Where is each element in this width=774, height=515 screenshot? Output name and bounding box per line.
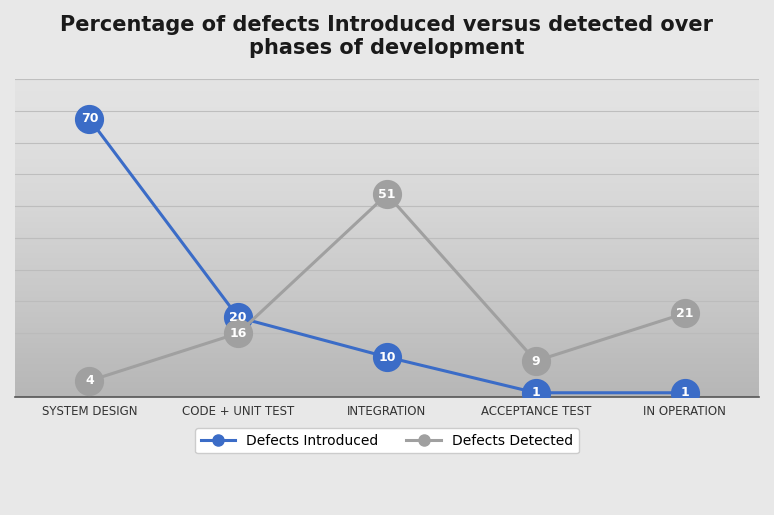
- Text: 1: 1: [680, 386, 689, 399]
- Text: 16: 16: [230, 327, 247, 340]
- Legend: Defects Introduced, Defects Detected: Defects Introduced, Defects Detected: [195, 428, 579, 453]
- Title: Percentage of defects Introduced versus detected over
phases of development: Percentage of defects Introduced versus …: [60, 15, 714, 58]
- Text: 10: 10: [378, 351, 396, 364]
- Text: 1: 1: [532, 386, 540, 399]
- Text: 20: 20: [229, 311, 247, 324]
- Text: 21: 21: [676, 307, 694, 320]
- Text: 9: 9: [532, 354, 540, 368]
- Text: 51: 51: [378, 188, 396, 201]
- Text: 4: 4: [85, 374, 94, 387]
- Text: 70: 70: [80, 112, 98, 125]
